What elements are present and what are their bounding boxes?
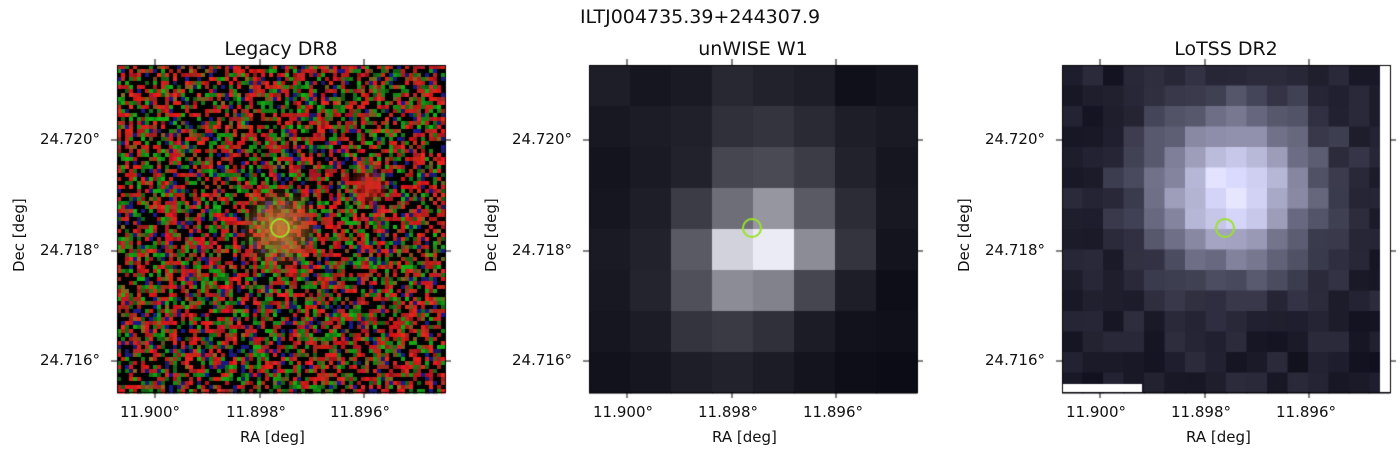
y-axis-label: Dec [deg] (955, 198, 973, 272)
xtick-label: 11.900° (593, 403, 653, 421)
ytick-label: 24.716° (512, 351, 572, 369)
xtick-label: 11.900° (120, 403, 180, 421)
xtick-label: 11.896° (803, 403, 863, 421)
xtick-label: 11.896° (1276, 403, 1336, 421)
panel-title-unwise: unWISE W1 (698, 38, 808, 60)
x-axis-label: RA [deg] (240, 428, 305, 446)
xtick-label: 11.898° (698, 403, 758, 421)
x-axis-label: RA [deg] (712, 428, 777, 446)
ytick-label: 24.718° (985, 241, 1045, 259)
y-axis-label: Dec [deg] (482, 198, 500, 272)
xtick-label: 11.900° (1066, 403, 1126, 421)
xtick-label: 11.898° (226, 403, 286, 421)
figure-title: ILTJ004735.39+244307.9 (579, 6, 821, 28)
ytick-label: 24.720° (512, 130, 572, 148)
x-axis-label: RA [deg] (1186, 428, 1251, 446)
panel-title-lotss: LoTSS DR2 (1174, 38, 1278, 60)
xtick-label: 11.896° (330, 403, 390, 421)
ytick-label: 24.718° (512, 241, 572, 259)
ytick-label: 24.716° (40, 351, 100, 369)
ytick-label: 24.720° (985, 130, 1045, 148)
panel-title-legacy: Legacy DR8 (224, 38, 338, 60)
ytick-label: 24.716° (985, 351, 1045, 369)
ytick-label: 24.720° (40, 130, 100, 148)
y-axis-label: Dec [deg] (10, 198, 28, 272)
ytick-label: 24.718° (40, 241, 100, 259)
xtick-label: 11.898° (1171, 403, 1231, 421)
